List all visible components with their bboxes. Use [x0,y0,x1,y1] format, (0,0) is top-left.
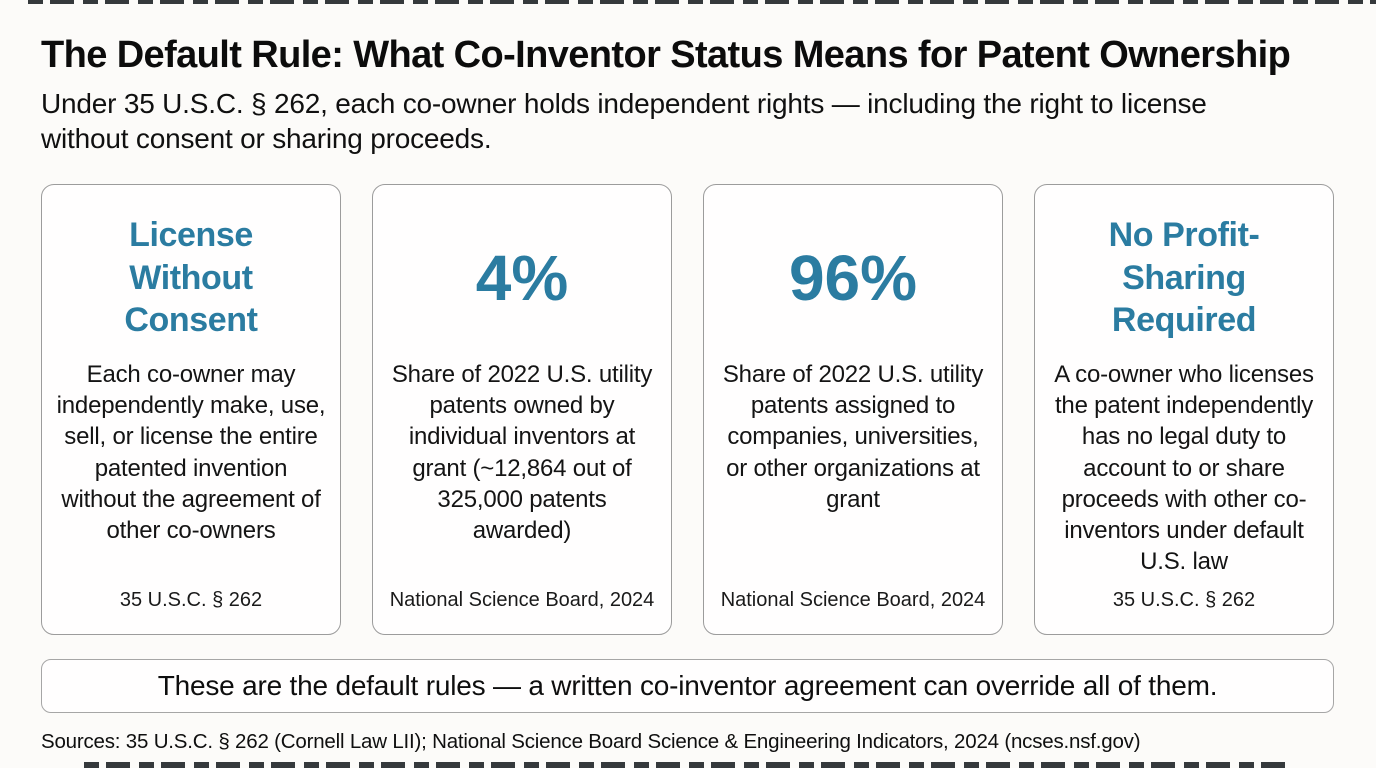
card-body: Share of 2022 U.S. utility patents assig… [722,361,984,513]
card-source: National Science Board, 2024 [720,589,986,611]
top-decorative-strip [28,0,1376,4]
card-stat-4-percent: 4% Share of 2022 U.S. utility patents ow… [372,184,672,635]
bottom-decorative-strip [84,762,1290,768]
card-stat-value: 96% [788,241,918,314]
override-banner-text: These are the default rules — a written … [157,670,1218,701]
card-source: National Science Board, 2024 [389,589,655,611]
card-source: 35 U.S.C. § 262 [1112,589,1256,611]
card-body: Share of 2022 U.S. utility patents owned… [391,361,653,544]
page-title: The Default Rule: What Co-Inventor Statu… [41,34,1291,76]
card-source: 35 U.S.C. § 262 [119,589,263,611]
card-heading: License Without Consent [124,215,258,340]
override-banner: These are the default rules — a written … [41,659,1334,713]
card-body: Each co-owner may independently make, us… [56,361,326,544]
page-header: The Default Rule: What Co-Inventor Statu… [41,34,1337,157]
card-body: A co-owner who licenses the patent indep… [1054,361,1314,576]
card-no-profit-sharing: No Profit- Sharing Required A co-owner w… [1034,184,1334,635]
card-heading: No Profit- Sharing Required [1108,215,1260,340]
card-license-without-consent: License Without Consent Each co-owner ma… [41,184,341,635]
sources-line: Sources: 35 U.S.C. § 262 (Cornell Law LI… [41,730,1141,753]
cards-row: License Without Consent Each co-owner ma… [41,184,1334,635]
page-subtitle: Under 35 U.S.C. § 262, each co-owner hol… [41,87,1207,155]
card-stat-value: 4% [475,241,569,314]
card-stat-96-percent: 96% Share of 2022 U.S. utility patents a… [703,184,1003,635]
